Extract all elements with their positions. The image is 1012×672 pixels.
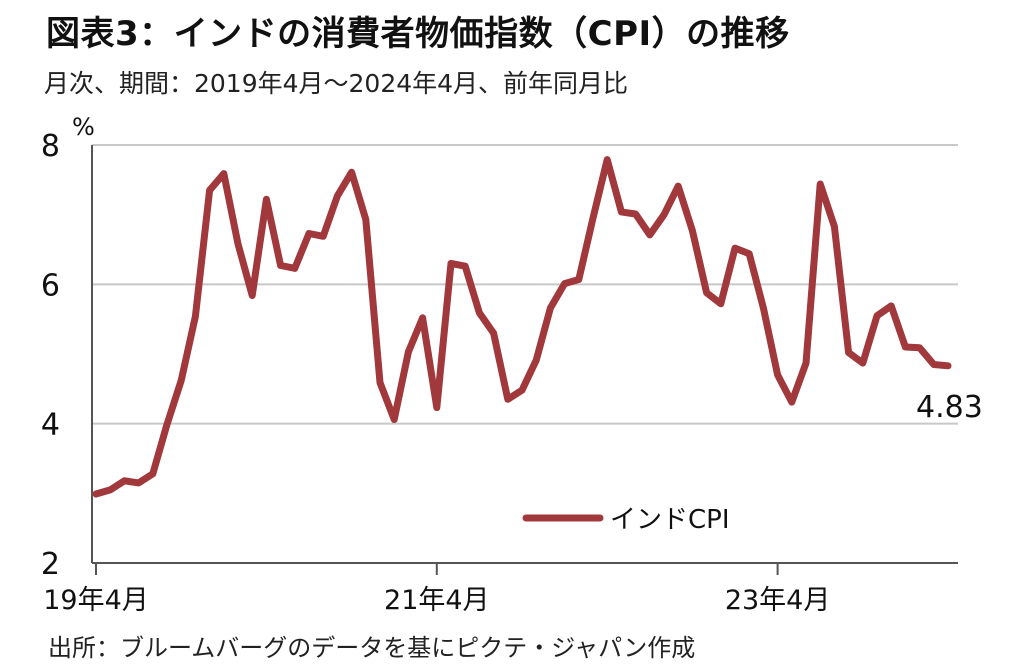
y-tick-label: 6 (41, 268, 60, 303)
legend: インドCPI (522, 505, 730, 535)
series-points (95, 159, 949, 495)
legend-label: インドCPI (610, 505, 730, 535)
y-tick-label: 4 (41, 408, 60, 443)
x-tick-labels: 19年4月 21年4月 23年4月 (43, 585, 830, 616)
chart-title: 図表3：インドの消費者物価指数（CPI）の推移 (46, 14, 790, 54)
source-note: 出所：ブルームバーグのデータを基にピクテ・ジャパン作成 (48, 634, 696, 662)
series-line-india-cpi (92, 156, 952, 498)
y-tick-label: 8 (41, 129, 60, 164)
y-unit-label: % (72, 113, 95, 141)
y-tick-labels: 2 4 6 8 (41, 129, 60, 582)
y-tick-label: 2 (41, 547, 60, 582)
x-tick-label: 19年4月 (43, 585, 149, 616)
x-tick-label: 21年4月 (384, 585, 490, 616)
axes (91, 145, 958, 575)
end-value-label: 4.83 (916, 390, 983, 425)
chart-subtitle: 月次、期間：2019年4月～2024年4月、前年同月比 (44, 69, 629, 98)
x-tick-label: 23年4月 (725, 585, 831, 616)
